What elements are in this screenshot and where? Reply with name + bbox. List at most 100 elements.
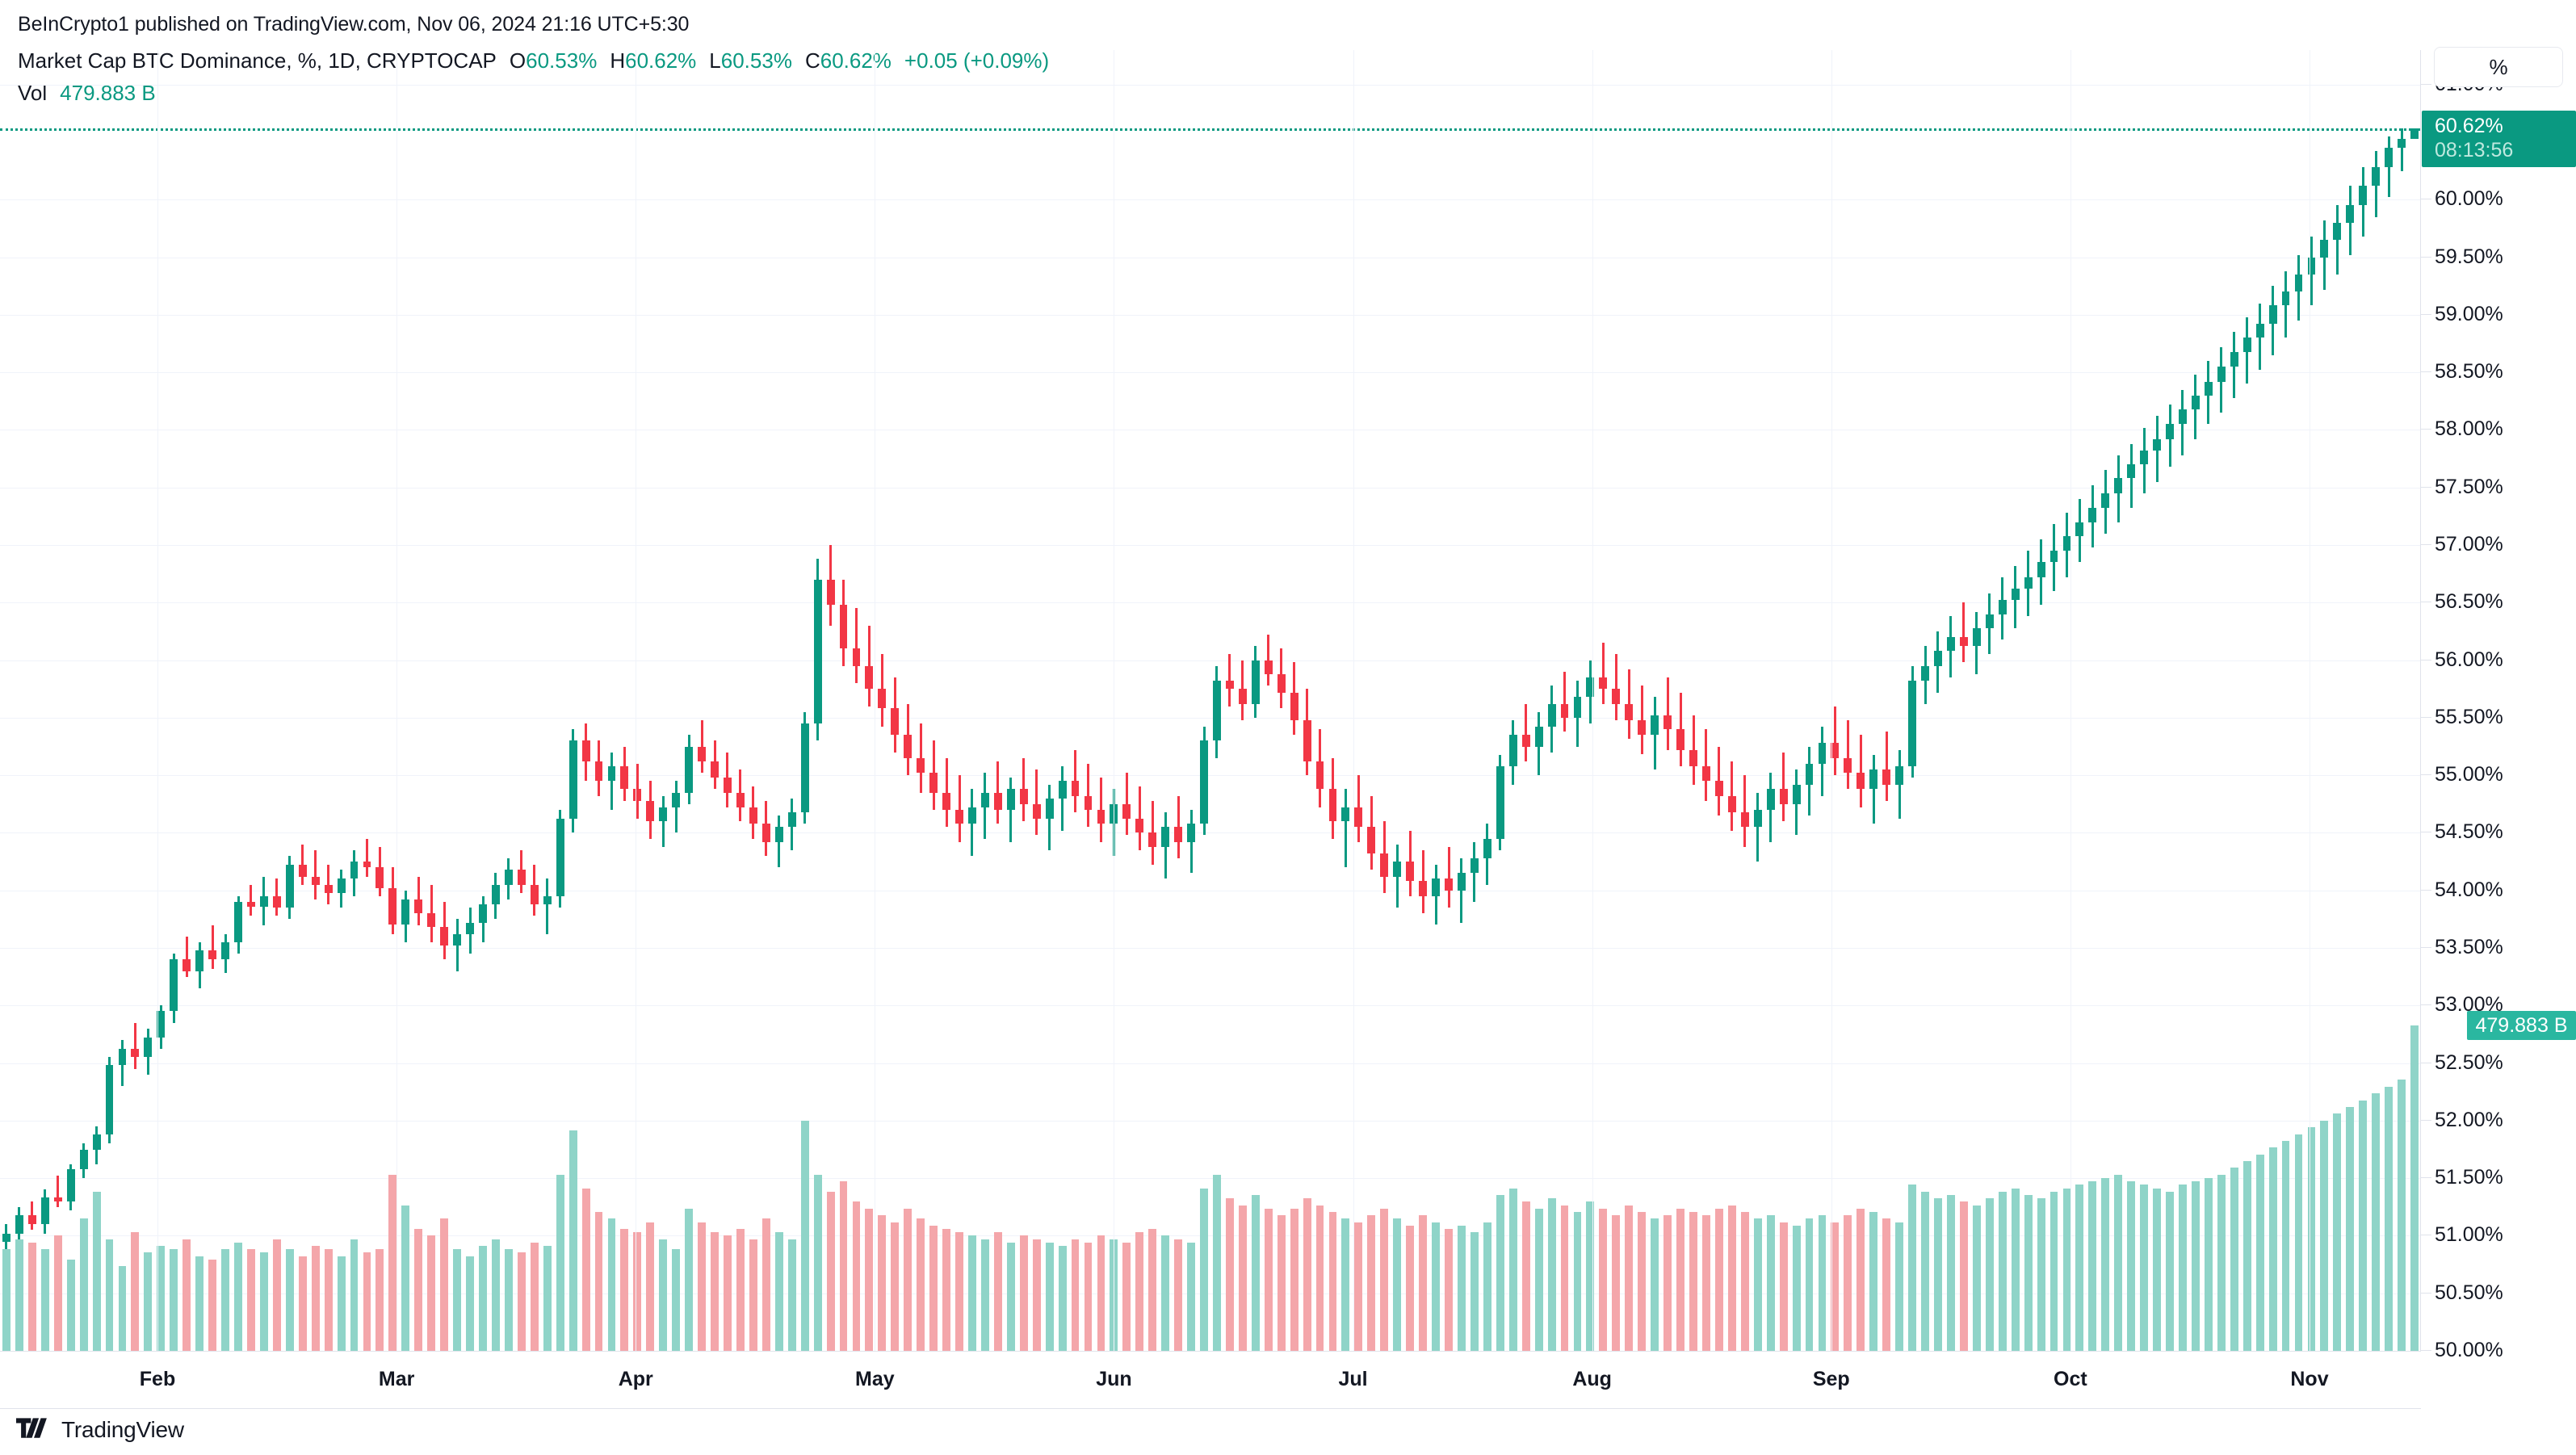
price-axis-tick: 52.50% [2420, 1051, 2503, 1075]
volume-bar [2088, 1181, 2097, 1351]
chart-plot-area[interactable] [0, 50, 2421, 1351]
candle-body [195, 950, 204, 971]
candle-wick [1035, 769, 1038, 836]
candle-body [749, 807, 757, 824]
time-axis[interactable]: Feb Mar Apr May Jun Jul Aug Sep Oct Nov [0, 1351, 2421, 1409]
volume-bar [633, 1232, 642, 1351]
percent-scale-button[interactable]: % [2434, 47, 2563, 87]
price-gridline [0, 832, 2420, 834]
footer-logo: TradingView [16, 1417, 184, 1443]
volume-bar [40, 1249, 49, 1351]
candle-body [157, 1011, 166, 1038]
time-axis-tick: Sep [1812, 1368, 1850, 1390]
volume-bar [195, 1256, 204, 1351]
candle-body [1097, 809, 1105, 824]
price-axis-tick: 57.50% [2420, 476, 2503, 499]
volume-bar [2372, 1093, 2381, 1351]
price-axis-tick: 57.00% [2420, 533, 2503, 556]
candle-body [221, 941, 229, 960]
candle-body [1341, 807, 1350, 822]
candle-wick [1228, 654, 1231, 707]
volume-bar [440, 1218, 449, 1351]
candle-body [1380, 853, 1389, 877]
candle-body [2, 1233, 10, 1242]
legend-low-value: 60.53% [720, 48, 792, 73]
candle-wick [1846, 719, 1849, 790]
volume-bar [1612, 1215, 1621, 1351]
candle-body [2179, 409, 2187, 425]
price-gridline [0, 1005, 2420, 1007]
volume-bar [530, 1242, 539, 1351]
price-tick-stub [2420, 1350, 2431, 1351]
candle-body [1586, 677, 1595, 698]
candle-wick [1756, 792, 1760, 862]
time-gridline [1592, 50, 1593, 1351]
volume-bar [1972, 1205, 1981, 1351]
volume-bar [711, 1232, 719, 1351]
time-axis-tick: Feb [139, 1368, 176, 1390]
candle-wick [5, 1224, 8, 1271]
volume-bar [272, 1239, 281, 1351]
price-tick-stub [2420, 774, 2431, 776]
volume-bar [2320, 1120, 2329, 1351]
candle-body [2037, 562, 2045, 577]
candle-body [736, 792, 745, 808]
candle-wick [1833, 706, 1836, 776]
price-axis-tick: 60.00% [2420, 187, 2503, 211]
candle-body [2385, 148, 2393, 168]
price-gridline [0, 314, 2420, 316]
chart-legend: Market Cap BTC Dominance, %, 1D, CRYPTOC… [0, 44, 1049, 109]
candle-body [1946, 637, 1955, 652]
candle-body [813, 579, 822, 723]
candle-wick [185, 936, 188, 977]
volume-bar [183, 1239, 191, 1351]
volume-bar [2101, 1178, 2110, 1351]
volume-bar [1303, 1198, 1311, 1351]
candle-body [1831, 743, 1840, 758]
candle-wick [1009, 778, 1013, 842]
candle-body [118, 1049, 127, 1066]
candle-wick [314, 849, 317, 900]
candle-wick [2400, 128, 2403, 171]
volume-bar [1740, 1211, 1749, 1351]
candle-body [453, 933, 462, 946]
price-axis-tick: 51.00% [2420, 1223, 2503, 1247]
volume-bar [311, 1245, 320, 1351]
price-tick-stub [2420, 1004, 2431, 1006]
candle-body [2230, 351, 2238, 367]
volume-bar [1483, 1222, 1491, 1351]
candle-wick [250, 884, 253, 916]
candle-body [1547, 703, 1556, 728]
candle-body [1277, 673, 1286, 693]
candle-body [1264, 660, 1273, 674]
candle-wick [1898, 749, 1901, 820]
time-axis-tick: Oct [2054, 1368, 2087, 1390]
legend-symbol-title[interactable]: Market Cap BTC Dominance, %, 1D, CRYPTOC… [18, 48, 497, 73]
candle-body [1714, 781, 1723, 796]
current-price-badge[interactable]: 60.62% 08:13:56 [2422, 110, 2576, 167]
candle-wick [1679, 692, 1682, 766]
volume-bar [556, 1174, 564, 1351]
volume-bar [2140, 1185, 2149, 1351]
volume-bar [1367, 1215, 1376, 1351]
volume-bar [170, 1249, 178, 1351]
price-axis[interactable]: 61.00%60.00%59.50%59.00%58.50%58.00%57.5… [2420, 50, 2576, 1361]
volume-bar [1071, 1239, 1080, 1351]
candle-body [414, 899, 423, 914]
price-gridline [0, 1063, 2420, 1064]
candle-body [1032, 803, 1041, 820]
candle-body [1483, 838, 1491, 858]
candle-body [1006, 789, 1015, 810]
volume-bar [1251, 1195, 1260, 1351]
candle-body [1290, 692, 1298, 720]
candle-wick [854, 608, 858, 684]
volume-bar [2281, 1140, 2290, 1351]
legend-change-value: +0.05 (+0.09%) [904, 48, 1050, 73]
candle-body [401, 899, 410, 925]
candle-body [285, 865, 294, 908]
volume-bar [826, 1191, 835, 1351]
volume-bar [144, 1252, 153, 1351]
volume-value-badge[interactable]: 479.883 B [2467, 1011, 2576, 1041]
volume-bar [66, 1259, 75, 1351]
candle-body [1753, 809, 1762, 828]
